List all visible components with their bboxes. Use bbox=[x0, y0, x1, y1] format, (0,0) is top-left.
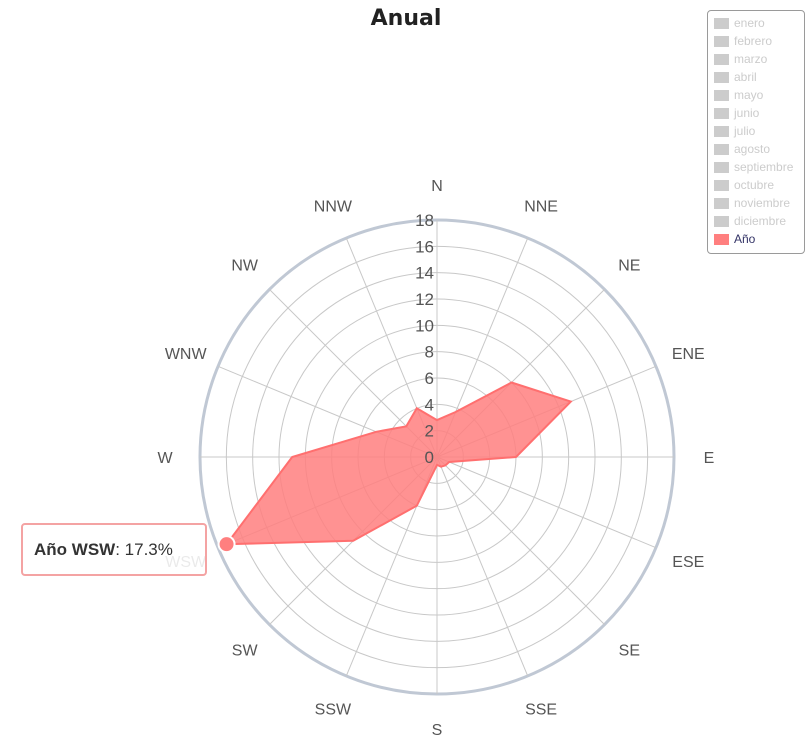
legend-swatch bbox=[714, 107, 729, 119]
legend-label: septiembre bbox=[734, 160, 794, 174]
legend-swatch bbox=[714, 71, 729, 83]
direction-label-N: N bbox=[431, 178, 443, 195]
legend-swatch bbox=[714, 17, 729, 29]
tooltip: Año WSW: 17.3% bbox=[21, 523, 207, 576]
legend-label: julio bbox=[734, 124, 756, 138]
radial-tick-label: 12 bbox=[415, 290, 434, 309]
legend-item-5[interactable]: junio bbox=[714, 104, 804, 122]
radial-tick-label: 18 bbox=[415, 211, 434, 230]
radial-tick-label: 0 bbox=[425, 448, 434, 467]
legend-swatch bbox=[714, 197, 729, 209]
legend-swatch bbox=[714, 179, 729, 191]
legend-item-6[interactable]: julio bbox=[714, 122, 804, 140]
direction-label-ENE: ENE bbox=[672, 346, 705, 363]
radial-tick-label: 2 bbox=[425, 422, 434, 441]
legend-item-1[interactable]: febrero bbox=[714, 32, 804, 50]
legend-label: Año bbox=[734, 232, 756, 246]
tooltip-value: 17.3% bbox=[124, 540, 173, 559]
legend-label: mayo bbox=[734, 88, 764, 102]
legend-item-11[interactable]: diciembre bbox=[714, 212, 804, 230]
legend-item-4[interactable]: mayo bbox=[714, 86, 804, 104]
radial-tick-label: 16 bbox=[415, 237, 434, 256]
spoke-SSE bbox=[436, 456, 529, 677]
legend-label: abril bbox=[734, 70, 757, 84]
legend-item-0[interactable]: enero bbox=[714, 14, 804, 32]
direction-label-WNW: WNW bbox=[165, 346, 208, 363]
direction-label-NNE: NNE bbox=[524, 199, 558, 216]
legend: enero febrero marzo abril mayo junio julio agos… bbox=[707, 10, 805, 254]
chart-title: Anual bbox=[370, 6, 442, 31]
radial-tick-label: 14 bbox=[415, 264, 434, 283]
data-point-WSW bbox=[217, 535, 236, 554]
radial-tick-label: 6 bbox=[425, 369, 434, 388]
direction-label-W: W bbox=[157, 450, 173, 467]
tooltip-series-category: Año WSW bbox=[34, 540, 116, 559]
spoke-SE bbox=[436, 456, 605, 625]
direction-label-NNW: NNW bbox=[314, 199, 353, 216]
legend-swatch bbox=[714, 35, 729, 47]
legend-item-7[interactable]: agosto bbox=[714, 140, 804, 158]
legend-swatch bbox=[714, 89, 729, 101]
direction-label-NW: NW bbox=[231, 258, 259, 275]
legend-label: agosto bbox=[734, 142, 771, 156]
legend-swatch bbox=[714, 233, 729, 245]
legend-label: febrero bbox=[734, 34, 773, 48]
legend-swatch bbox=[714, 143, 729, 155]
direction-label-SE: SE bbox=[619, 642, 640, 659]
legend-item-3[interactable]: abril bbox=[714, 68, 804, 86]
legend-label: octubre bbox=[734, 178, 775, 192]
radial-tick-label: 4 bbox=[425, 395, 434, 414]
legend-label: enero bbox=[734, 16, 765, 30]
legend-swatch bbox=[714, 215, 729, 227]
direction-label-E: E bbox=[704, 450, 715, 467]
legend-item-2[interactable]: marzo bbox=[714, 50, 804, 68]
legend-item-10[interactable]: noviembre bbox=[714, 194, 804, 212]
direction-label-SSE: SSE bbox=[525, 701, 557, 718]
spoke-ESE bbox=[436, 456, 657, 549]
legend-swatch bbox=[714, 53, 729, 65]
radial-tick-label: 8 bbox=[425, 343, 434, 362]
direction-label-NE: NE bbox=[618, 258, 640, 275]
legend-label: diciembre bbox=[734, 214, 787, 228]
radial-tick-label: 10 bbox=[415, 316, 434, 335]
series-area-0 bbox=[224, 381, 573, 546]
legend-label: marzo bbox=[734, 52, 768, 66]
direction-label-SW: SW bbox=[232, 642, 259, 659]
direction-label-S: S bbox=[432, 722, 443, 739]
legend-label: junio bbox=[734, 106, 760, 120]
legend-item-12[interactable]: Año bbox=[714, 230, 804, 248]
direction-label-ESE: ESE bbox=[672, 554, 704, 571]
direction-label-SSW: SSW bbox=[315, 701, 352, 718]
legend-item-9[interactable]: octubre bbox=[714, 176, 804, 194]
legend-swatch bbox=[714, 161, 729, 173]
legend-label: noviembre bbox=[734, 196, 791, 210]
legend-swatch bbox=[714, 125, 729, 137]
legend-item-8[interactable]: septiembre bbox=[714, 158, 804, 176]
